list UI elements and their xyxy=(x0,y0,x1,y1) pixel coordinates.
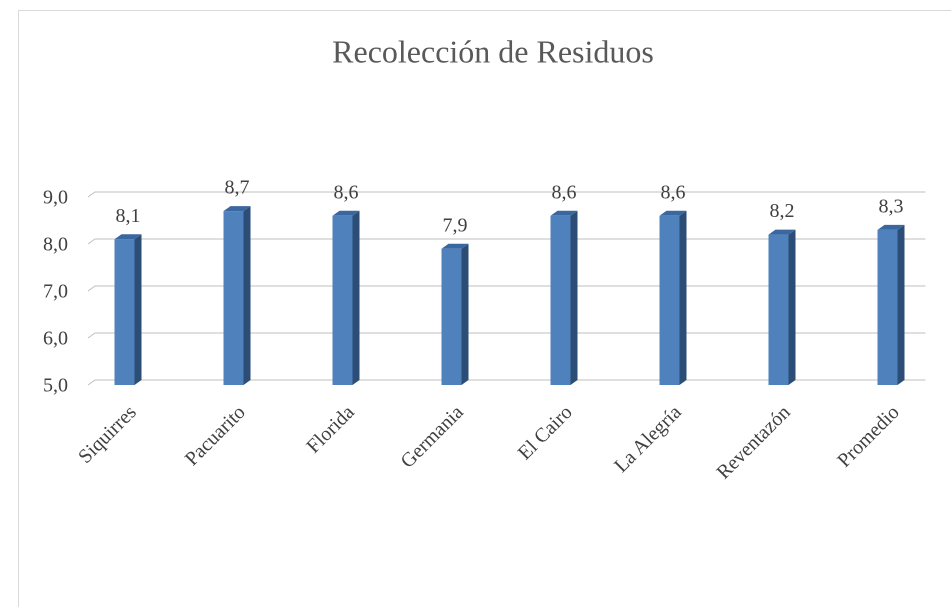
chart-border xyxy=(18,10,951,607)
bar-side xyxy=(679,210,687,385)
bar xyxy=(332,215,353,385)
bar-top xyxy=(223,206,251,212)
bar-top xyxy=(768,229,796,235)
bar-side xyxy=(243,206,251,385)
chart-title: Recolección de Residuos xyxy=(332,33,654,69)
bar-top xyxy=(332,210,360,216)
grid-line xyxy=(87,332,926,339)
bar-side xyxy=(570,210,578,385)
bar-top xyxy=(441,243,469,249)
bar-side xyxy=(461,243,469,385)
y-tick-label: 7,0 xyxy=(43,281,68,303)
bar-top xyxy=(550,210,578,216)
grid-line xyxy=(87,238,926,245)
value-label: 8,6 xyxy=(552,181,577,203)
grid-line xyxy=(87,285,926,292)
value-label: 7,9 xyxy=(443,214,468,236)
bar xyxy=(768,234,789,385)
y-tick-label: 8,0 xyxy=(43,234,68,256)
grid-line xyxy=(87,191,926,198)
value-label: 8,7 xyxy=(225,177,250,199)
y-tick-label: 6,0 xyxy=(43,328,68,350)
bar-side xyxy=(897,224,905,385)
grid-line xyxy=(87,379,926,386)
bar-top xyxy=(877,224,905,230)
value-label: 8,6 xyxy=(661,181,686,203)
bar xyxy=(114,239,135,385)
value-label: 8,2 xyxy=(770,200,795,222)
bar-side xyxy=(788,229,796,385)
bar-side xyxy=(134,234,142,385)
bar-side xyxy=(352,210,360,385)
value-label: 8,1 xyxy=(116,205,141,227)
bar xyxy=(877,229,898,385)
bar-top xyxy=(659,210,687,216)
bar xyxy=(223,211,244,385)
bar-top xyxy=(114,234,142,240)
bar xyxy=(441,248,462,385)
value-label: 8,6 xyxy=(334,181,359,203)
y-tick-label: 9,0 xyxy=(43,187,68,209)
bar xyxy=(659,215,680,385)
value-label: 8,3 xyxy=(879,195,904,217)
y-tick-label: 5,0 xyxy=(43,375,68,397)
bar xyxy=(550,215,571,385)
